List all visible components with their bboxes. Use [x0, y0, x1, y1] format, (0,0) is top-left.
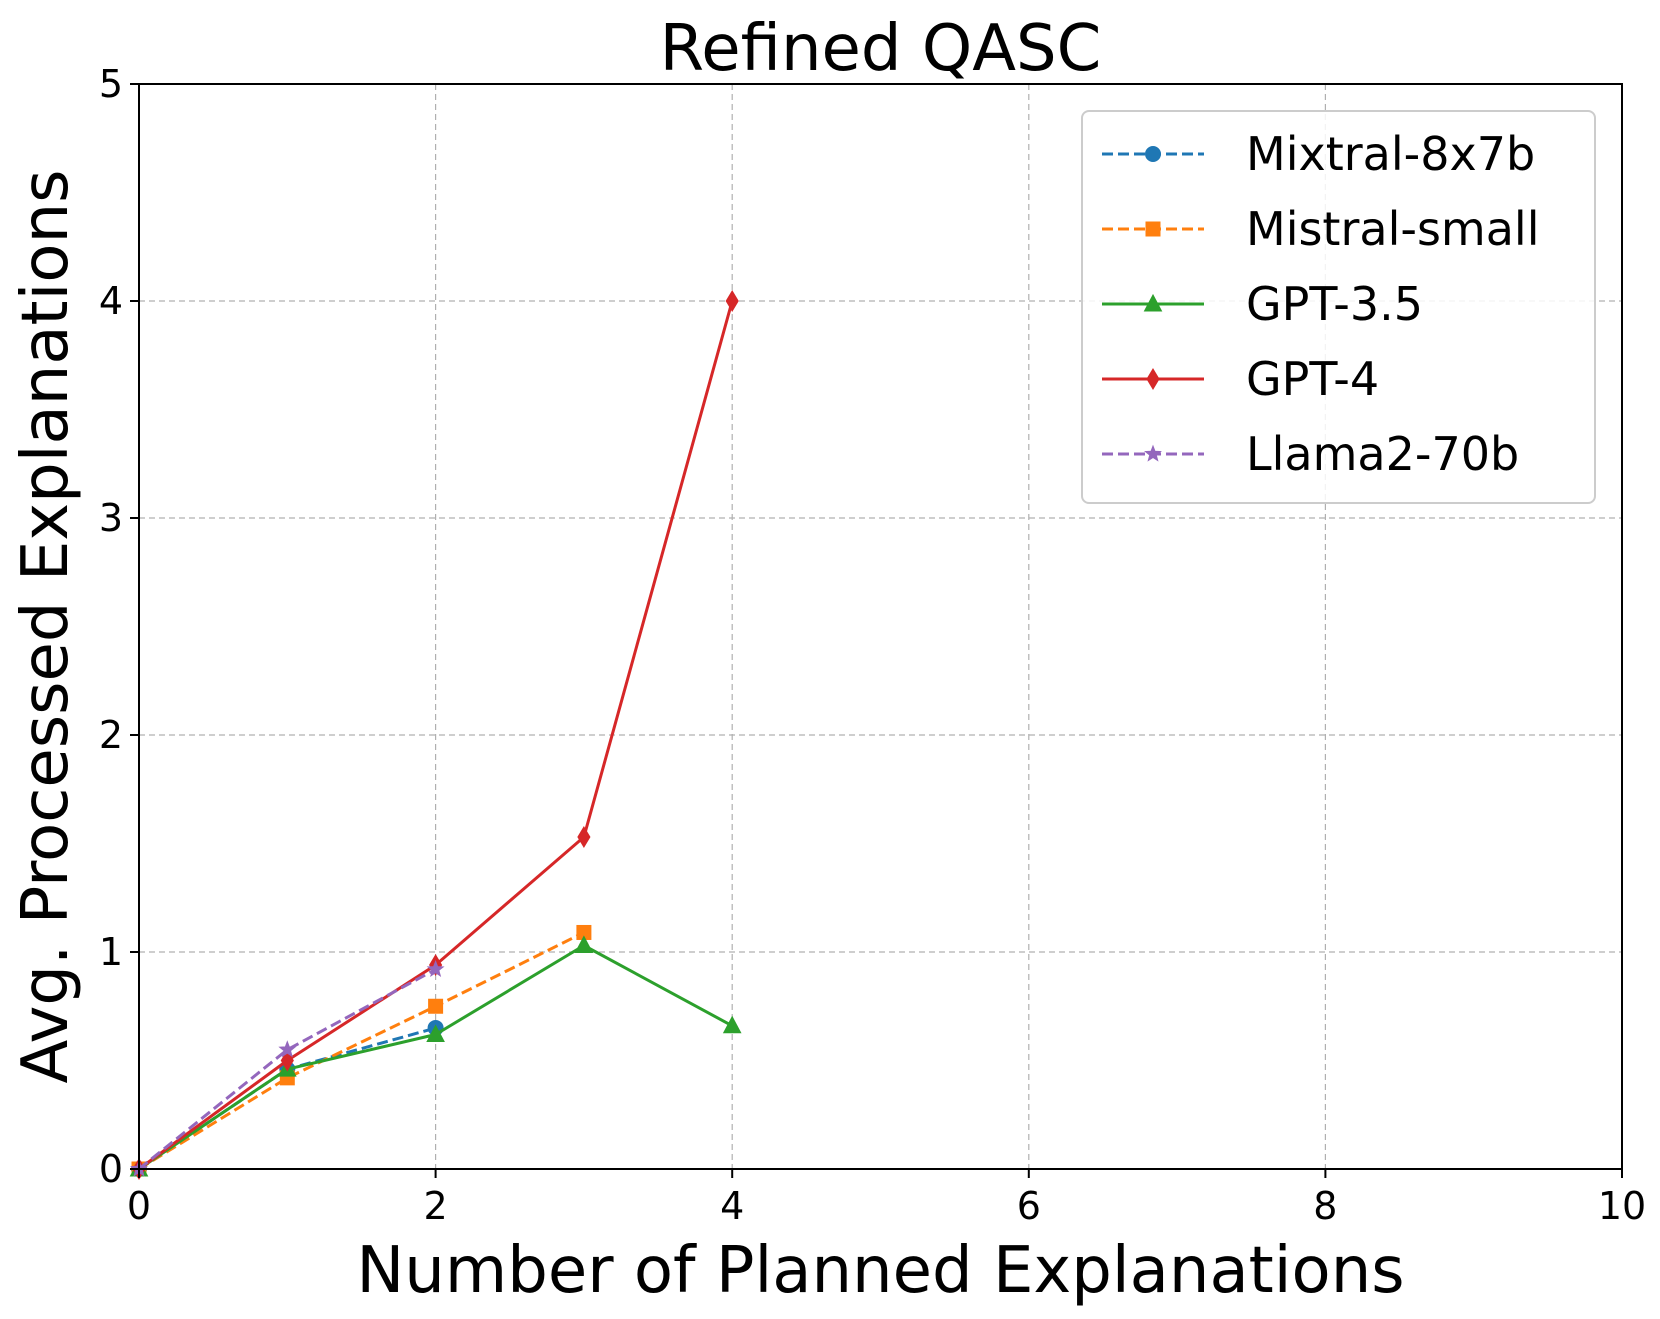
- y-tick-label: 1: [99, 930, 123, 974]
- legend-box: [1081, 110, 1596, 504]
- y-tick-label: 4: [99, 279, 123, 323]
- x-tick-label: 4: [720, 1184, 744, 1228]
- data-point-gpt-3-5: [722, 1015, 742, 1034]
- legend-item-mixtral-8x7b: Mixtral-8x7b: [1102, 127, 1535, 181]
- x-axis-label: Number of Planned Explanations: [356, 1234, 1404, 1308]
- legend-item-gpt-4: GPT-4: [1102, 352, 1379, 406]
- legend-marker-gpt-3-5: [1143, 293, 1163, 312]
- x-tick-label: 6: [1017, 1184, 1041, 1228]
- series-line-mistral-small: [138, 931, 585, 1171]
- data-point-llama2-70b: [426, 959, 445, 977]
- y-tick-label: 3: [99, 496, 123, 540]
- x-tick-label: 0: [127, 1184, 151, 1228]
- legend-marker-mixtral-8x7b: [1145, 146, 1161, 162]
- legend-marker-gpt-4: [1146, 368, 1160, 390]
- legend-label-llama2-70b: Llama2-70b: [1246, 427, 1519, 481]
- ticks: 0 2 4 6 8 10 0 1 2 3 4 5: [99, 62, 1646, 1228]
- legend-label-gpt-4: GPT-4: [1246, 352, 1379, 406]
- legend-label-mistral-small: Mistral-small: [1246, 202, 1539, 256]
- data-point-gpt-3-5: [426, 1024, 445, 1042]
- legend-marker-mistral-small: [1145, 221, 1161, 237]
- x-tick-label: 8: [1313, 1184, 1337, 1228]
- legend-label-mixtral-8x7b: Mixtral-8x7b: [1246, 127, 1535, 181]
- data-point-gpt-3-5: [574, 935, 594, 953]
- y-tick-label: 5: [99, 62, 123, 106]
- data-point-llama2-70b: [278, 1040, 297, 1058]
- legend-marker-llama2-70b: [1144, 444, 1162, 462]
- data-point-mistral-small: [428, 998, 444, 1014]
- y-tick-label: 0: [99, 1147, 123, 1191]
- chart-title: Refined QASC: [660, 12, 1102, 86]
- plot-frame: [138, 83, 1623, 1170]
- legend: Mixtral-8x7b Mistral-small GPT-3.5 GPT-4 Lla…: [1081, 110, 1596, 504]
- data-point-gpt-4: [577, 826, 591, 848]
- y-axis-label: Avg. Processed Explanations: [9, 170, 83, 1084]
- series-layer: [129, 290, 742, 1180]
- legend-label-gpt-3-5: GPT-3.5: [1246, 277, 1423, 331]
- x-tick-label: 2: [424, 1184, 448, 1228]
- data-point-gpt-4: [725, 290, 739, 312]
- legend-item-gpt-3-5: GPT-3.5: [1102, 277, 1423, 331]
- x-tick-label: 10: [1598, 1184, 1646, 1228]
- y-tick-label: 2: [99, 713, 123, 757]
- legend-item-mistral-small: Mistral-small: [1102, 202, 1539, 256]
- legend-item-llama2-70b: Llama2-70b: [1102, 427, 1519, 481]
